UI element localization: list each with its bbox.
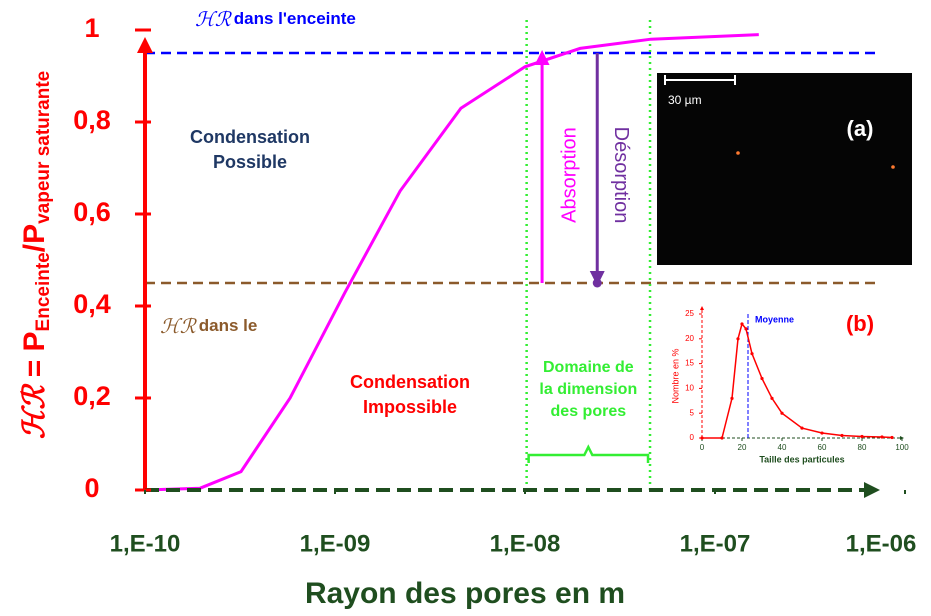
data-point bbox=[736, 337, 740, 341]
panel-label: (b) bbox=[846, 311, 874, 336]
particle bbox=[891, 165, 895, 169]
region-label: Possible bbox=[213, 152, 287, 172]
arrow-label: Absorption bbox=[558, 127, 580, 223]
y-tick-label: 20 bbox=[685, 334, 694, 343]
data-point bbox=[840, 433, 844, 438]
x-tick-label: 1,E-07 bbox=[680, 530, 751, 557]
data-point bbox=[780, 411, 784, 415]
mean-label: Moyenne bbox=[755, 314, 794, 324]
scale-label: 30 µm bbox=[668, 93, 702, 107]
domain-label: des pores bbox=[551, 403, 627, 420]
hr-symbol: ℋℛ bbox=[160, 314, 198, 338]
panel-label: (a) bbox=[847, 116, 874, 141]
label-sub: vapeur saturante bbox=[33, 71, 54, 224]
particle bbox=[736, 151, 740, 155]
x-tick-label: 20 bbox=[738, 443, 747, 452]
y-tick-label: 0,2 bbox=[73, 381, 111, 411]
y-axis-label: ℋℛ = PEnceinte/Pvapeur saturante bbox=[17, 71, 54, 439]
hr-symbol: ℋℛ bbox=[195, 7, 233, 31]
domain-bracket bbox=[527, 444, 650, 463]
level-label: ℋℛ dans le bbox=[160, 314, 257, 338]
y-tick-label: 5 bbox=[690, 408, 695, 417]
y-tick-label: 0,4 bbox=[73, 289, 111, 319]
label-part: /P bbox=[18, 224, 51, 252]
y-axis-label: Nombre en % bbox=[670, 348, 680, 403]
data-line bbox=[702, 322, 893, 439]
level-text: dans l'enceinte bbox=[234, 9, 356, 28]
label-bg bbox=[533, 401, 644, 423]
level-text: dans le bbox=[199, 316, 258, 335]
x-axis-label: Rayon des pores en m bbox=[305, 577, 625, 610]
region-label: Condensation bbox=[350, 372, 470, 392]
arrow-end-dot bbox=[592, 278, 602, 288]
data-line bbox=[144, 33, 759, 492]
y-tick-label: 25 bbox=[685, 309, 694, 318]
y-tick-label: 0,8 bbox=[73, 105, 111, 135]
domain-label: Domaine de bbox=[543, 359, 634, 376]
data-point bbox=[820, 431, 824, 435]
data-point bbox=[720, 436, 724, 440]
data-point bbox=[740, 322, 744, 326]
data-point bbox=[890, 435, 894, 440]
data-point bbox=[730, 396, 734, 400]
label-bg bbox=[533, 357, 644, 379]
data-point bbox=[744, 327, 748, 331]
level-label: ℋℛ dans l'enceinte bbox=[195, 7, 356, 31]
data-point bbox=[880, 435, 884, 439]
x-tick-label: 40 bbox=[778, 443, 787, 452]
arrow-label: Désorption bbox=[610, 127, 632, 224]
data-point bbox=[860, 434, 864, 439]
hr-symbol: ℋℛ bbox=[17, 383, 52, 440]
y-tick-label: 15 bbox=[685, 359, 694, 368]
data-point bbox=[770, 396, 774, 400]
y-tick-label: 0 bbox=[84, 473, 99, 503]
y-tick-label: 1 bbox=[84, 13, 99, 43]
x-tick-label: 1,E-09 bbox=[300, 530, 371, 557]
y-tick-label: 0 bbox=[690, 433, 695, 442]
x-tick-label: 1,E-06 bbox=[846, 530, 917, 557]
micrograph bbox=[657, 73, 912, 265]
label-bg bbox=[533, 379, 644, 401]
data-point bbox=[750, 352, 754, 356]
label-sub: Enceinte bbox=[33, 252, 54, 331]
region-label: Impossible bbox=[363, 397, 457, 417]
x-tick-label: 0 bbox=[700, 443, 705, 452]
data-point bbox=[760, 376, 764, 381]
y-tick-label: 10 bbox=[685, 384, 694, 393]
data-point bbox=[700, 436, 704, 440]
domain-label: la dimension bbox=[539, 381, 637, 398]
region-label: Condensation bbox=[190, 127, 310, 147]
y-tick-label: 0,6 bbox=[73, 197, 111, 227]
x-tick-label: 80 bbox=[858, 443, 867, 452]
label-part: = P bbox=[18, 331, 51, 385]
data-point bbox=[800, 426, 804, 430]
x-tick-label: 1,E-10 bbox=[110, 530, 181, 557]
x-tick-label: 100 bbox=[895, 443, 909, 452]
x-axis-label: Taille des particules bbox=[759, 454, 844, 464]
x-tick-label: 1,E-08 bbox=[490, 530, 561, 557]
x-tick-label: 60 bbox=[818, 443, 827, 452]
